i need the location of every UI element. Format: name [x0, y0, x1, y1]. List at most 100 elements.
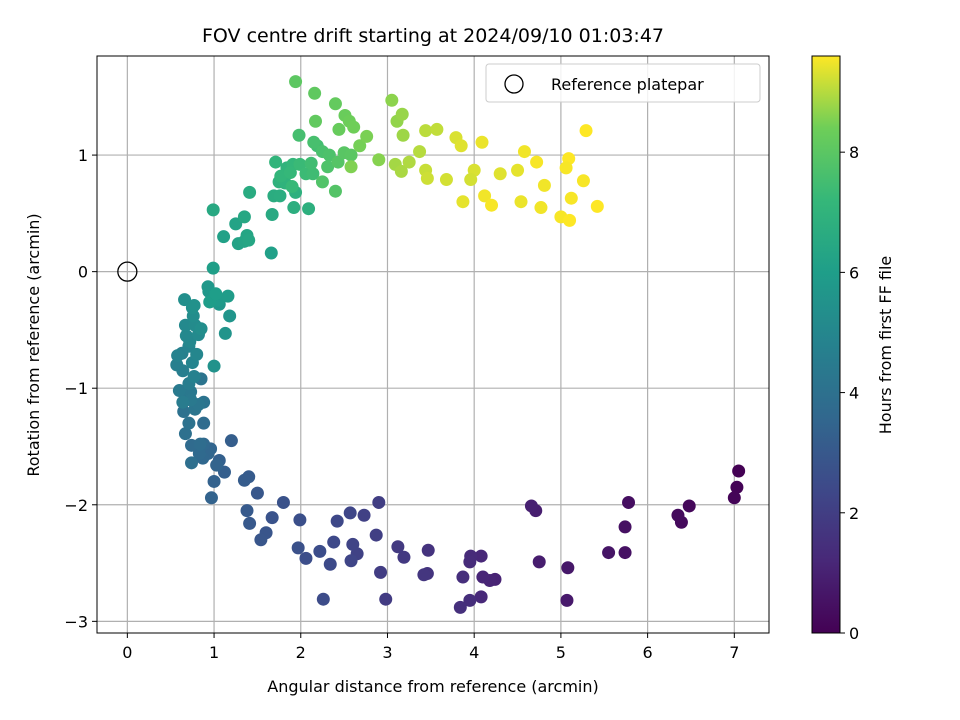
data-point: [474, 549, 488, 563]
data-point: [193, 437, 207, 451]
data-point: [243, 185, 257, 199]
data-point: [564, 191, 578, 205]
data-point: [671, 508, 685, 522]
data-point: [330, 514, 344, 528]
colorbar-tick-label: 2: [849, 504, 859, 523]
data-point: [293, 157, 307, 171]
data-point: [265, 208, 279, 222]
data-point: [243, 516, 257, 530]
data-point: [240, 504, 254, 518]
data-point: [730, 480, 744, 494]
data-point: [476, 570, 490, 584]
data-point: [353, 139, 367, 153]
data-point: [210, 458, 224, 472]
data-point: [344, 160, 358, 174]
colorbar-tick-label: 6: [849, 263, 859, 282]
data-point: [590, 199, 604, 213]
data-point: [187, 370, 201, 384]
data-point: [269, 155, 283, 169]
data-point: [369, 528, 383, 542]
x-axis-label: Angular distance from reference (arcmin): [267, 677, 598, 696]
data-point: [475, 135, 489, 149]
data-point: [291, 541, 305, 555]
y-axis-ticks: −3 −2 −1 0 1: [64, 146, 97, 631]
data-point: [207, 359, 221, 373]
data-point: [463, 593, 477, 607]
data-point: [420, 171, 434, 185]
data-point: [372, 153, 386, 167]
data-point: [273, 189, 287, 203]
data-point: [178, 293, 192, 307]
legend-marker: [504, 74, 524, 94]
x-tick-label: 5: [556, 643, 566, 662]
data-point: [417, 568, 431, 582]
y-tick-label: 1: [78, 146, 88, 165]
data-point: [304, 156, 318, 170]
data-point: [276, 495, 290, 509]
data-point: [485, 198, 499, 212]
data-point: [421, 543, 435, 557]
data-point: [204, 491, 218, 505]
data-point: [474, 590, 488, 604]
data-point: [453, 600, 467, 614]
data-point: [250, 486, 264, 500]
data-point: [456, 570, 470, 584]
data-point: [618, 520, 632, 534]
data-point: [413, 145, 427, 159]
y-tick-label: 0: [78, 263, 88, 282]
data-point: [178, 318, 192, 332]
data-point: [307, 135, 321, 149]
data-point: [306, 167, 320, 181]
x-tick-label: 4: [469, 643, 479, 662]
colorbar-tick-label: 4: [849, 384, 859, 403]
data-point: [347, 120, 361, 134]
data-point: [456, 195, 470, 209]
data-point: [430, 122, 444, 136]
data-point: [395, 107, 409, 121]
data-point: [207, 474, 221, 488]
data-point: [176, 395, 190, 409]
x-tick-label: 2: [296, 643, 306, 662]
data-point: [576, 174, 590, 188]
data-point: [237, 473, 251, 487]
data-point: [530, 155, 544, 169]
data-point: [194, 322, 208, 336]
data-point: [602, 546, 616, 560]
data-point: [454, 139, 468, 153]
data-point: [379, 592, 393, 606]
data-point: [254, 533, 268, 547]
data-point: [563, 213, 577, 227]
data-point: [264, 246, 278, 260]
data-point: [293, 513, 307, 527]
data-point: [511, 163, 525, 177]
data-point: [622, 495, 636, 509]
data-point: [206, 203, 220, 217]
x-axis-ticks: 0 1 2 3 4 5 6 7: [122, 633, 739, 662]
data-point: [328, 184, 342, 198]
data-point: [560, 593, 574, 607]
data-point: [265, 511, 279, 525]
x-tick-label: 0: [122, 643, 132, 662]
data-point: [170, 358, 184, 372]
data-point: [313, 544, 327, 558]
data-point: [221, 289, 235, 303]
data-point: [727, 491, 741, 505]
reference-platepar-marker: [117, 261, 138, 282]
data-point: [242, 233, 256, 247]
y-tick-label: −1: [64, 379, 88, 398]
data-point: [397, 550, 411, 564]
data-point: [190, 347, 204, 361]
scatter-points: [117, 75, 746, 614]
data-point: [385, 93, 399, 107]
data-point: [372, 495, 386, 509]
x-tick-label: 3: [382, 643, 392, 662]
data-point: [178, 427, 192, 441]
data-point: [559, 161, 573, 175]
data-point: [396, 128, 410, 142]
data-point: [192, 446, 206, 460]
data-point: [292, 128, 306, 142]
data-point: [299, 551, 313, 565]
data-point: [171, 349, 185, 363]
data-point: [328, 97, 342, 111]
data-point: [537, 178, 551, 192]
